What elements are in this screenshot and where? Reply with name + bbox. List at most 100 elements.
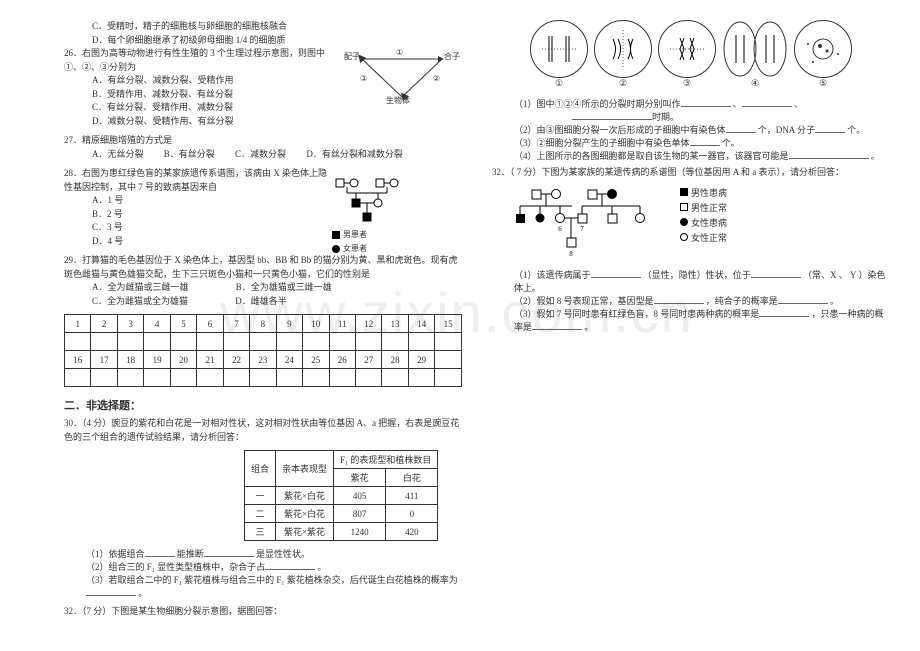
combo-cell: 二: [245, 505, 276, 523]
qc-p1c: 、: [794, 99, 803, 109]
cell-5: [794, 20, 852, 78]
grid-cell: 27: [355, 351, 381, 369]
grid-cell: [223, 333, 249, 351]
fig-n1: ①: [396, 47, 403, 59]
q30-p1: （1）依据组合 能推断 是显性性状。: [64, 547, 462, 560]
qc-p2b: 个，DNA 分子: [758, 125, 815, 135]
qc-p1d: 时期。: [492, 110, 890, 123]
right-column: ① ② ③ ④ ⑤ （1）图中①②④所示的分裂时期分别叫: [492, 20, 890, 333]
q32r-pedigree: 6 7 8 男性患病 男性正常 女性患病 女性正常: [512, 186, 890, 264]
leg-mn: 男性正常: [691, 201, 727, 214]
cell-1-label: ①: [530, 78, 588, 89]
grid-cell: 14: [408, 315, 434, 333]
grid-cell: 28: [382, 351, 408, 369]
q32r-p3a: （3）假如 7 号同时患有红绿色盲，8 号同时患两种病的概率是: [514, 309, 759, 319]
grid-r1: 123456789101112131415: [65, 315, 462, 333]
grid-cell: 25: [303, 351, 329, 369]
q32r-p2c: 。: [830, 296, 839, 306]
grid-cell: [250, 369, 276, 387]
grid-cell: [117, 369, 143, 387]
q32r-p2: （2）假如 8 号表现正常，基因型是 ，纯合子的概率是 。: [492, 294, 890, 307]
combo-cell: 紫花×白花: [276, 505, 334, 523]
fig-peizi: 配子: [344, 51, 360, 63]
q27-stem: 27．精原细胞增殖的方式是: [64, 134, 462, 148]
cell-5-label: ⑤: [794, 78, 852, 89]
combo-cell: 1240: [334, 523, 386, 541]
grid-cell: 7: [223, 315, 249, 333]
q26-stem: 26．右图为高等动物进行有性生殖的 3 个生理过程示意图，则图中①、②、③分别为: [64, 47, 342, 74]
cell-3: [658, 20, 716, 78]
combo-cell: 三: [245, 523, 276, 541]
qc-p3a: （3）②细胞分裂产生的子细胞中有染色单体: [514, 138, 690, 148]
grid-cell: 15: [435, 315, 462, 333]
grid-cell: 2: [91, 315, 117, 333]
q26-d: D．减数分裂、受精作用、有丝分裂: [64, 115, 342, 129]
q32r-legend: 男性患病 男性正常 女性患病 女性正常: [680, 186, 727, 264]
grid-cell: 19: [144, 351, 170, 369]
q27-a: A．无丝分裂: [92, 149, 144, 159]
q32r-p1: （1）该遗传病属于 （显性，隐性）性状，位于 （常、X 、 Y ）染色体上。: [492, 268, 890, 294]
leg-fp: 女性患病: [691, 216, 727, 229]
legend-male: 男患者: [332, 229, 452, 241]
cell-3-label: ③: [658, 78, 716, 89]
q29-stem: 29．打算猫的毛色基因位于 X 染色体上，基因型 bb、BB 和 Bb 的猫分别…: [64, 254, 462, 281]
q30-table-wrap: 组合 亲本表现型 F₁ 的表现型和植株数目 紫花 白花 一紫花×白花405411…: [244, 450, 462, 541]
combo-cell: 411: [386, 487, 438, 505]
combo-cell: 405: [334, 487, 386, 505]
grid-cell: [170, 369, 196, 387]
grid-cell: [382, 369, 408, 387]
fig-n3: ③: [360, 73, 367, 85]
q32r-p1a: （1）该遗传病属于: [514, 270, 591, 280]
grid-r2: [65, 333, 462, 351]
cell-2-label: ②: [594, 78, 652, 89]
grid-cell: [303, 333, 329, 351]
grid-cell: 21: [197, 351, 223, 369]
grid-cell: 10: [303, 315, 329, 333]
cell-2: [594, 20, 652, 78]
grid-cell: 6: [197, 315, 223, 333]
grid-cell: 11: [329, 315, 355, 333]
combo-cell: 420: [386, 523, 438, 541]
grid-cell: [408, 333, 434, 351]
grid-cell: [329, 369, 355, 387]
grid-cell: 26: [329, 351, 355, 369]
qc-p3: （3）②细胞分裂产生的子细胞中有染色单体 个。: [492, 136, 890, 149]
grid-cell: [65, 333, 91, 351]
grid-r4: [65, 369, 462, 387]
grid-cell: [144, 369, 170, 387]
q25-opt-c: C．受精时，精子的细胞核与卵细胞的细胞核融合: [64, 20, 462, 34]
grid-cell: 3: [117, 315, 143, 333]
q30-p2b: 。: [317, 562, 326, 572]
grid-cell: 17: [91, 351, 117, 369]
grid-cell: [223, 369, 249, 387]
legend-female: 女患者: [332, 243, 452, 255]
grid-cell: [303, 369, 329, 387]
grid-cell: 29: [408, 351, 434, 369]
fig-hezi: 合子: [444, 51, 460, 63]
q27-d: D．有丝分裂和减数分裂: [306, 149, 403, 159]
grid-cell: 9: [276, 315, 302, 333]
cell-4: [722, 20, 788, 78]
leg-mp: 男性患病: [691, 186, 727, 199]
q30-p2: （2）组合三的 F₁ 显性类型植株中，杂合子占 。: [64, 560, 462, 573]
qc-p2c: 个。: [847, 125, 865, 135]
th-white: 白花: [386, 469, 438, 487]
grid-cell: [91, 369, 117, 387]
q27-b: B．有丝分裂: [164, 149, 215, 159]
qc-p1a: （1）图中①②④所示的分裂时期分别叫作: [514, 99, 681, 109]
grid-cell: [65, 369, 91, 387]
grid-cell: [276, 333, 302, 351]
q28: 28．右图为患红绿色盲的某家族遗传系谱图，该病由 X 染色体上隐性基因控制，其中…: [64, 167, 462, 248]
grid-cell: 13: [382, 315, 408, 333]
fig-shengwu: 生物体: [386, 95, 410, 107]
combo-cell: 0: [386, 505, 438, 523]
grid-cell: [276, 369, 302, 387]
grid-cell: [435, 333, 462, 351]
q30-stem: 30．（4 分）豌豆的紫花和白花是一对相对性状，这对相对性状由等位基因 A、a …: [64, 417, 462, 444]
q32r: 32．（ 7 分）下图为某家族的某遗传病的系谱图（等位基因用 A 和 a 表示）…: [492, 166, 890, 180]
q27-opts: A．无丝分裂 B．有丝分裂 C．减数分裂 D．有丝分裂和减数分裂: [64, 148, 462, 162]
q30-table: 组合 亲本表现型 F₁ 的表现型和植株数目 紫花 白花 一紫花×白花405411…: [244, 450, 438, 541]
qc-p3b: 个。: [722, 138, 740, 148]
q27-c: C．减数分裂: [235, 149, 286, 159]
qc-p1: （1）图中①②④所示的分裂时期分别叫作 、 、: [492, 97, 890, 110]
